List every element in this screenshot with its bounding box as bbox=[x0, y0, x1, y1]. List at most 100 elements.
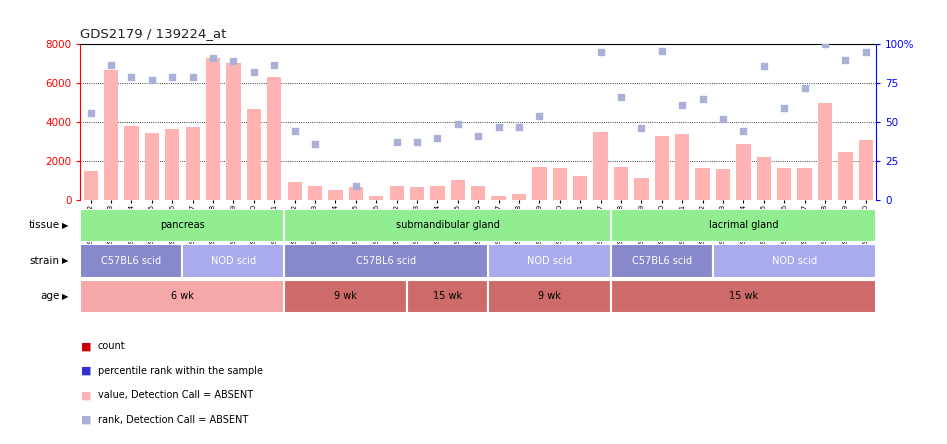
Bar bbox=[859, 139, 873, 200]
Bar bbox=[818, 103, 832, 200]
Point bbox=[450, 120, 465, 127]
Bar bbox=[611, 209, 876, 242]
Text: age: age bbox=[41, 291, 60, 301]
Point bbox=[532, 112, 547, 119]
Point bbox=[430, 134, 445, 141]
Point bbox=[124, 73, 139, 80]
Point bbox=[757, 63, 772, 70]
Bar bbox=[489, 280, 611, 313]
Bar bbox=[145, 133, 159, 200]
Point bbox=[797, 84, 813, 91]
Text: count: count bbox=[98, 341, 125, 351]
Point bbox=[471, 132, 486, 139]
Point bbox=[674, 101, 689, 108]
Point bbox=[491, 123, 507, 131]
Bar bbox=[124, 126, 138, 200]
Point bbox=[614, 94, 629, 101]
Text: NOD scid: NOD scid bbox=[211, 256, 256, 266]
Bar bbox=[675, 134, 689, 200]
Text: NOD scid: NOD scid bbox=[527, 256, 572, 266]
Text: 9 wk: 9 wk bbox=[334, 291, 357, 301]
Text: lacrimal gland: lacrimal gland bbox=[708, 220, 778, 230]
Bar bbox=[83, 170, 98, 200]
Point bbox=[695, 95, 710, 102]
Point bbox=[103, 61, 118, 68]
Point bbox=[634, 125, 649, 132]
Bar bbox=[713, 244, 876, 278]
Text: tissue: tissue bbox=[28, 220, 60, 230]
Point bbox=[817, 41, 832, 48]
Bar bbox=[532, 167, 546, 200]
Point bbox=[348, 182, 364, 189]
Text: percentile rank within the sample: percentile rank within the sample bbox=[98, 366, 262, 376]
Bar bbox=[594, 132, 608, 200]
Point bbox=[308, 140, 323, 147]
Point bbox=[838, 56, 853, 63]
Bar bbox=[716, 169, 730, 200]
Bar bbox=[165, 129, 179, 200]
Point bbox=[185, 73, 200, 80]
Bar bbox=[611, 244, 713, 278]
Text: value, Detection Call = ABSENT: value, Detection Call = ABSENT bbox=[98, 390, 253, 400]
Bar bbox=[389, 186, 403, 200]
Bar bbox=[512, 194, 527, 200]
Bar bbox=[348, 187, 363, 200]
Bar bbox=[634, 178, 649, 200]
Bar bbox=[553, 168, 567, 200]
Point bbox=[165, 73, 180, 80]
Point bbox=[511, 123, 527, 131]
Bar bbox=[329, 190, 343, 200]
Text: GDS2179 / 139224_at: GDS2179 / 139224_at bbox=[80, 27, 227, 40]
Bar bbox=[797, 168, 812, 200]
Bar bbox=[284, 244, 489, 278]
Text: ■: ■ bbox=[80, 390, 91, 400]
Text: ■: ■ bbox=[80, 366, 91, 376]
Point bbox=[246, 69, 261, 76]
Bar bbox=[654, 136, 669, 200]
Bar bbox=[611, 280, 876, 313]
Bar bbox=[80, 244, 183, 278]
Text: submandibular gland: submandibular gland bbox=[396, 220, 500, 230]
Text: ■: ■ bbox=[80, 341, 91, 351]
Point bbox=[287, 128, 302, 135]
Point bbox=[226, 58, 241, 65]
Bar bbox=[226, 63, 241, 200]
Bar bbox=[838, 152, 852, 200]
Bar bbox=[491, 196, 506, 200]
Bar bbox=[695, 168, 709, 200]
Bar bbox=[614, 167, 628, 200]
Point bbox=[144, 76, 159, 83]
Text: C57BL6 scid: C57BL6 scid bbox=[356, 256, 417, 266]
Bar bbox=[407, 280, 489, 313]
Text: C57BL6 scid: C57BL6 scid bbox=[632, 256, 692, 266]
Bar bbox=[247, 110, 261, 200]
Text: strain: strain bbox=[29, 256, 60, 266]
Bar bbox=[430, 186, 444, 200]
Text: 9 wk: 9 wk bbox=[538, 291, 561, 301]
Text: 6 wk: 6 wk bbox=[171, 291, 194, 301]
Bar bbox=[284, 280, 407, 313]
Point bbox=[83, 109, 98, 116]
Point bbox=[593, 48, 608, 56]
Bar bbox=[489, 244, 611, 278]
Point bbox=[409, 139, 424, 146]
Bar bbox=[186, 127, 200, 200]
Bar bbox=[410, 187, 424, 200]
Bar bbox=[104, 70, 118, 200]
Point bbox=[389, 139, 404, 146]
Text: rank, Detection Call = ABSENT: rank, Detection Call = ABSENT bbox=[98, 415, 248, 424]
Text: ■: ■ bbox=[80, 415, 91, 424]
Point bbox=[736, 128, 751, 135]
Bar bbox=[308, 186, 322, 200]
Text: 15 wk: 15 wk bbox=[729, 291, 758, 301]
Bar bbox=[205, 58, 221, 200]
Point bbox=[777, 104, 792, 111]
Point bbox=[858, 48, 873, 56]
Text: 15 wk: 15 wk bbox=[433, 291, 462, 301]
Text: C57BL6 scid: C57BL6 scid bbox=[101, 256, 162, 266]
Bar bbox=[777, 168, 792, 200]
Text: ▶: ▶ bbox=[62, 221, 68, 230]
Point bbox=[654, 47, 670, 54]
Bar bbox=[284, 209, 611, 242]
Bar bbox=[267, 77, 281, 200]
